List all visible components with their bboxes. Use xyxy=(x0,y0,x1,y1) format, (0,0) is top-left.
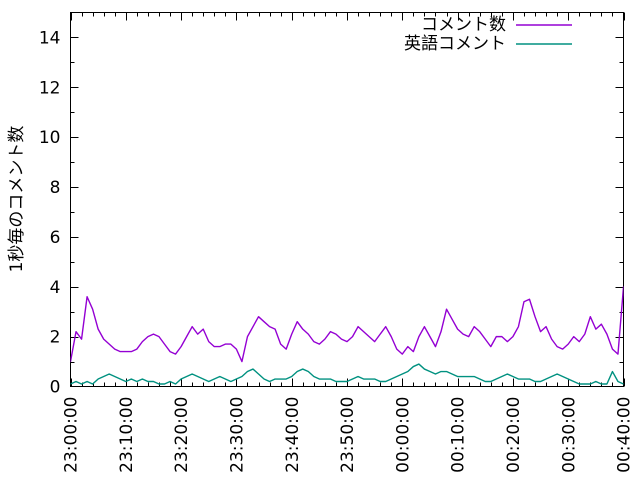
y-tick-label: 10 xyxy=(39,128,61,148)
x-tick-label: 23:40:00 xyxy=(283,397,303,473)
x-tick-label: 00:20:00 xyxy=(504,397,524,473)
series-line-2 xyxy=(70,363,624,385)
x-tick-label: 00:40:00 xyxy=(615,397,635,473)
y-tick-label: 4 xyxy=(50,278,61,298)
series-lines xyxy=(70,286,624,385)
y-tick-label: 0 xyxy=(50,378,61,398)
x-axis-tick-labels: 23:00:00 23:10:00 23:20:00 23:30:00 23:40:00… xyxy=(62,397,635,473)
y-axis-ticks xyxy=(70,37,624,363)
x-tick-label: 23:50:00 xyxy=(338,397,358,473)
y-tick-label: 2 xyxy=(50,328,61,348)
x-tick-label: 23:20:00 xyxy=(172,397,192,473)
legend-label-1: コメント数 xyxy=(421,15,506,35)
x-axis-ticks xyxy=(71,12,625,387)
y-axis-title: 1秒毎のコメント数 xyxy=(7,126,27,273)
y-axis-title-text: 1秒毎のコメント数 xyxy=(7,126,27,273)
y-tick-label: 6 xyxy=(50,228,61,248)
y-axis-tick-labels: 0 2 4 6 8 10 12 14 xyxy=(39,28,61,397)
x-tick-label: 23:10:00 xyxy=(117,397,137,473)
x-tick-label: 23:30:00 xyxy=(228,397,248,473)
x-tick-label: 23:00:00 xyxy=(62,397,82,473)
y-tick-label: 8 xyxy=(50,178,61,198)
legend-label-2: 英語コメント xyxy=(404,34,506,54)
x-tick-label: 00:30:00 xyxy=(559,397,579,473)
series-line-1 xyxy=(70,286,624,363)
x-tick-label: 00:10:00 xyxy=(449,397,469,473)
y-tick-label: 12 xyxy=(39,78,61,98)
y-tick-label: 14 xyxy=(39,28,61,48)
x-tick-label: 00:00:00 xyxy=(393,397,413,473)
